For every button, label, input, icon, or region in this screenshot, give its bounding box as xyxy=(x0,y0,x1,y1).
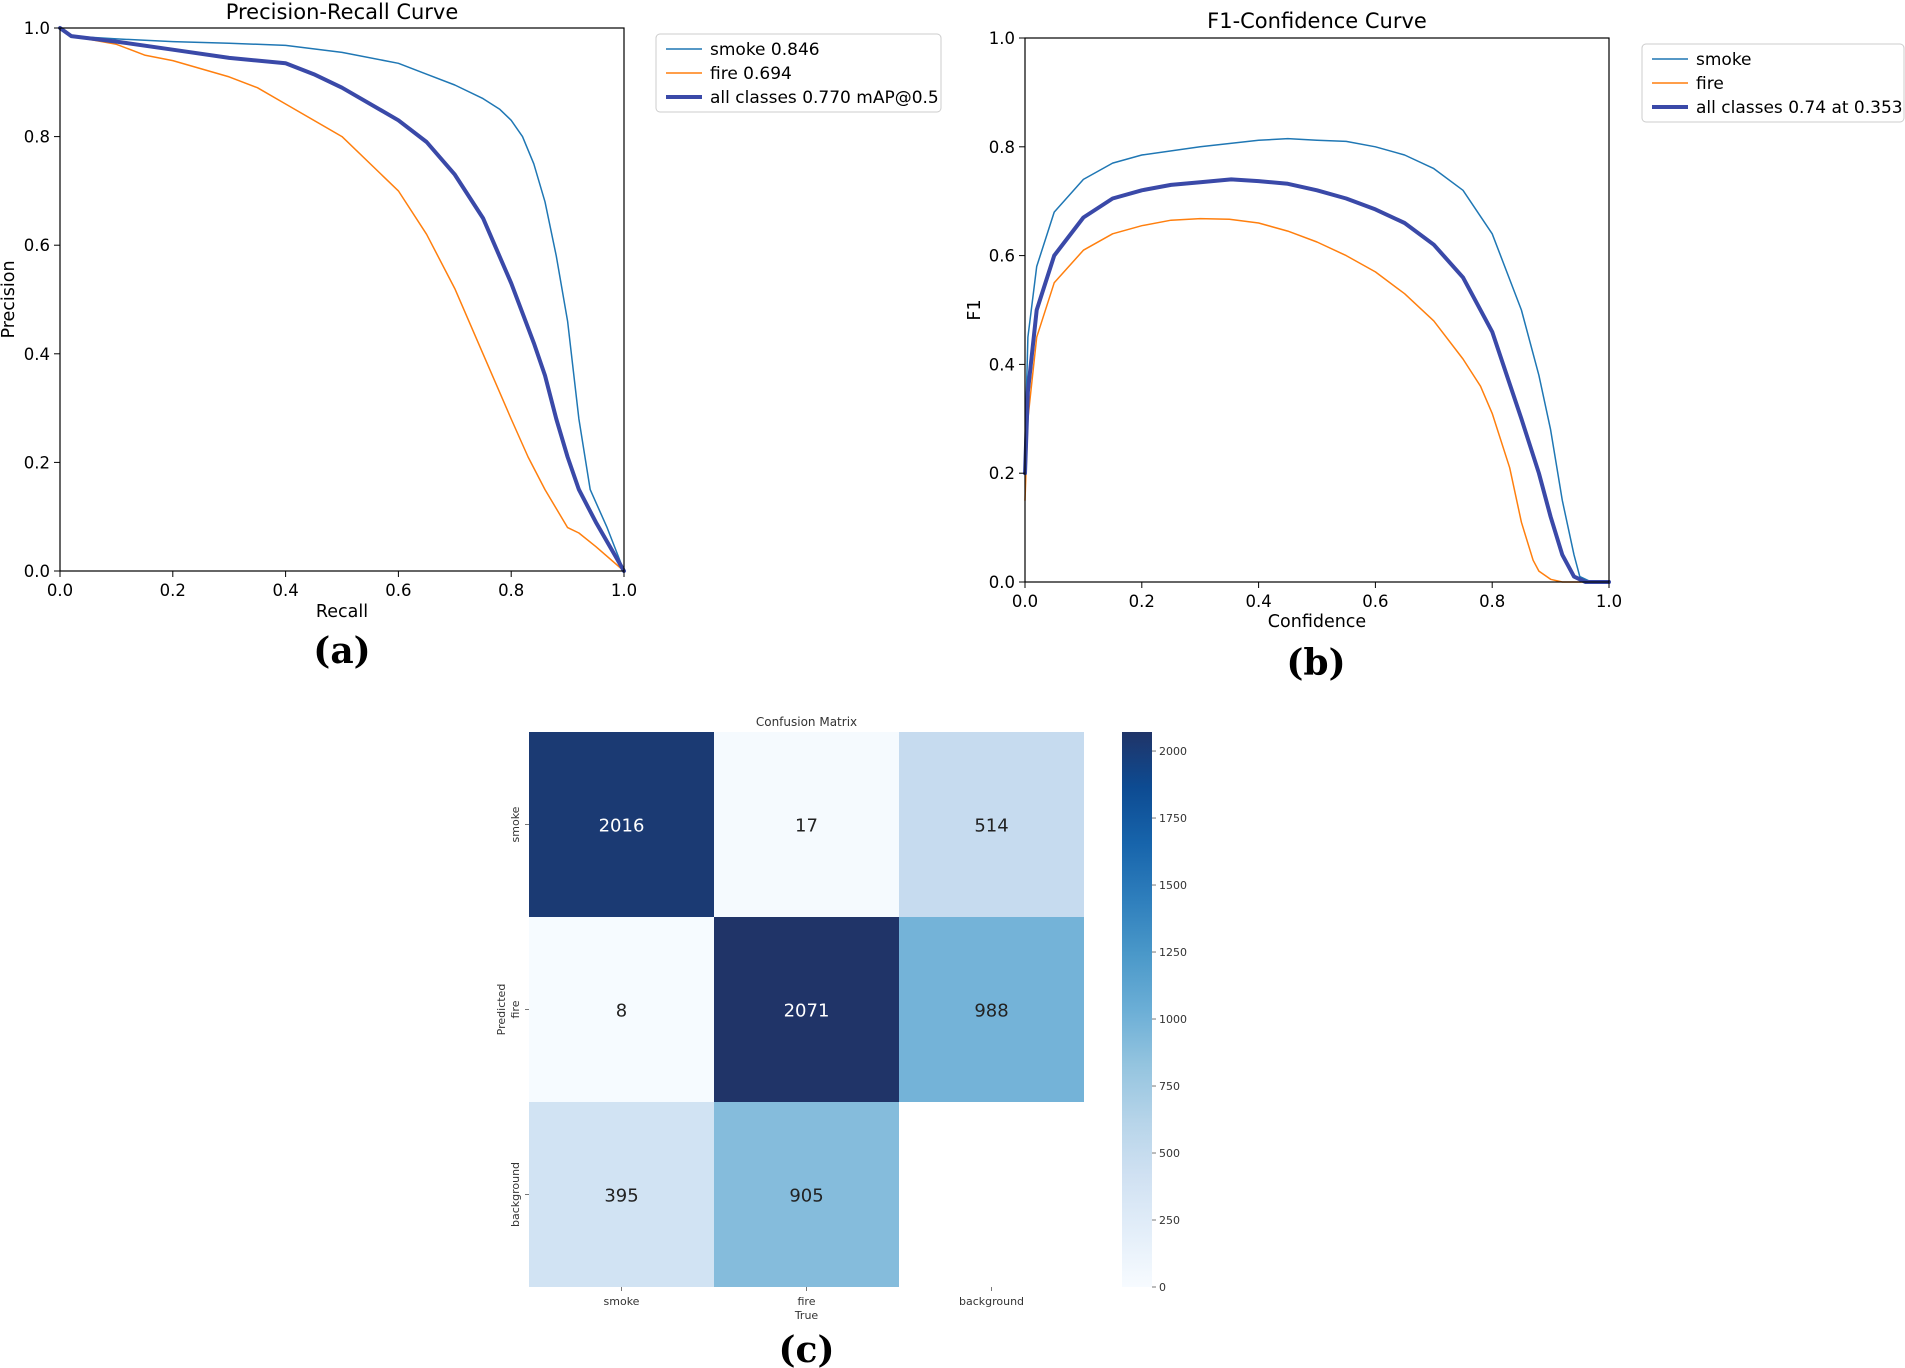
y-tick-label: 0.8 xyxy=(24,128,50,147)
matrix-cell-value: 905 xyxy=(789,1186,823,1207)
matrix-cell xyxy=(899,732,1084,917)
chart-title: Precision-Recall Curve xyxy=(226,0,459,24)
colorbar-tick-label: 750 xyxy=(1159,1080,1180,1093)
y-tick-label: 0.4 xyxy=(989,355,1015,374)
matrix-y-label: fire xyxy=(509,1000,522,1018)
matrix-cell xyxy=(529,732,714,917)
legend-label-0: smoke xyxy=(1696,50,1752,70)
panel-label: (a) xyxy=(313,630,370,672)
f1-chart: F1-Confidence Curve 0.0 0.2 0.4 0.6 0.8 1.0 0.0… xyxy=(965,9,1905,684)
matrix-cell-value: 514 xyxy=(974,816,1008,837)
x-tick-label: 0.2 xyxy=(160,581,186,600)
x-axis-label: Recall xyxy=(316,602,368,622)
colorbar xyxy=(1122,732,1152,1287)
matrix-x-label: smoke xyxy=(604,1295,640,1308)
x-tick-label: 0.6 xyxy=(385,581,411,600)
matrix-cell xyxy=(529,917,714,1102)
legend-label-1: fire 0.694 xyxy=(710,64,792,84)
series-line-1 xyxy=(1024,217,1610,583)
y-axis-label: F1 xyxy=(965,299,985,320)
y-tick-label: 0.2 xyxy=(989,464,1015,483)
x-tick-label: 0.8 xyxy=(498,581,524,600)
x-tick-label: 0.0 xyxy=(1012,592,1038,611)
series-line-0 xyxy=(1024,137,1610,583)
series-line-2 xyxy=(1023,177,1611,584)
colorbar-tick-label: 2000 xyxy=(1159,745,1187,758)
plot-frame xyxy=(1024,37,1610,583)
y-tick-label: 0.6 xyxy=(989,247,1015,266)
matrix-x-axis-label: True xyxy=(794,1309,819,1322)
x-axis-label: Confidence xyxy=(1268,612,1366,632)
confusion-matrix: Confusion Matrix 2016 17 514 8 2071 988 395 905 s… xyxy=(495,715,1187,1368)
colorbar-tick-label: 1750 xyxy=(1159,812,1187,825)
matrix-cell xyxy=(529,1102,714,1287)
y-tick-label: 1.0 xyxy=(989,29,1015,48)
x-tick-label: 0.0 xyxy=(47,581,73,600)
colorbar-tick-label: 500 xyxy=(1159,1147,1180,1160)
y-axis-label: Precision xyxy=(0,260,19,338)
y-tick-label: 0.0 xyxy=(989,573,1015,592)
matrix-cell-value: 2016 xyxy=(599,816,645,837)
legend: smoke 0.846 fire 0.694 all classes 0.770 m… xyxy=(655,33,942,113)
colorbar-tick-label: 1000 xyxy=(1159,1013,1187,1026)
legend-box xyxy=(1641,43,1905,123)
colorbar-tick-label: 0 xyxy=(1159,1281,1166,1294)
legend-box xyxy=(655,33,942,113)
panel-label: (b) xyxy=(1286,642,1345,684)
matrix-cell-value: 8 xyxy=(616,1001,627,1022)
legend-label-2: all classes 0.74 at 0.353 xyxy=(1696,98,1903,118)
x-tick-label: 0.8 xyxy=(1479,592,1505,611)
y-tick-label: 0.6 xyxy=(24,236,50,255)
colorbar-tick-label: 1500 xyxy=(1159,879,1187,892)
legend-label-0: smoke 0.846 xyxy=(710,40,820,60)
chart-title: F1-Confidence Curve xyxy=(1207,9,1427,33)
matrix-y-label: smoke xyxy=(509,806,522,842)
plot-frame xyxy=(59,27,625,572)
x-tick-label: 1.0 xyxy=(1596,592,1622,611)
matrix-cell-value: 17 xyxy=(795,816,818,837)
x-tick-label: 0.2 xyxy=(1129,592,1155,611)
matrix-cell-value: 2071 xyxy=(784,1001,830,1022)
x-tick-label: 0.4 xyxy=(1245,592,1271,611)
colorbar-tick-label: 1250 xyxy=(1159,946,1187,959)
matrix-title: Confusion Matrix xyxy=(756,715,857,729)
matrix-x-label: background xyxy=(959,1295,1024,1308)
colorbar-tick-label: 250 xyxy=(1159,1214,1180,1227)
x-tick-label: 1.0 xyxy=(611,581,637,600)
series-line-1 xyxy=(59,27,625,572)
matrix-cell xyxy=(714,732,899,917)
matrix-y-label: background xyxy=(509,1162,522,1227)
legend-label-2: all classes 0.770 mAP@0.5 xyxy=(710,88,939,108)
x-tick-label: 0.4 xyxy=(272,581,298,600)
matrix-cell-value: 395 xyxy=(604,1186,638,1207)
y-tick-label: 1.0 xyxy=(24,19,50,38)
pr-chart: Precision-Recall Curve 0.0 0.2 0.4 0.6 0.8 1.0… xyxy=(0,0,942,672)
matrix-cell-value: 988 xyxy=(974,1001,1008,1022)
legend-label-1: fire xyxy=(1696,74,1724,94)
legend: smoke fire all classes 0.74 at 0.353 xyxy=(1641,43,1905,123)
y-tick-label: 0.8 xyxy=(989,138,1015,157)
panel-label: (c) xyxy=(779,1329,835,1368)
matrix-cell xyxy=(899,917,1084,1102)
y-tick-label: 0.4 xyxy=(24,345,50,364)
matrix-cell xyxy=(714,917,899,1102)
y-tick-label: 0.0 xyxy=(24,562,50,581)
matrix-x-label: fire xyxy=(798,1295,816,1308)
series-line-2 xyxy=(58,26,626,573)
x-tick-label: 0.6 xyxy=(1362,592,1388,611)
matrix-y-axis-label: Predicted xyxy=(495,984,508,1036)
matrix-cell xyxy=(714,1102,899,1287)
series-line-0 xyxy=(59,27,625,572)
y-tick-label: 0.2 xyxy=(24,453,50,472)
